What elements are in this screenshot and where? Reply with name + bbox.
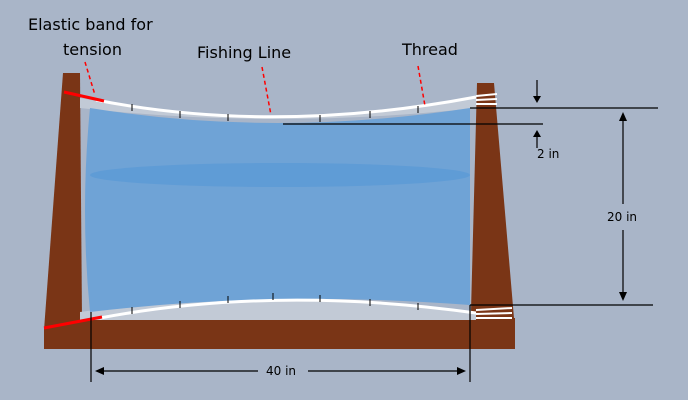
elastic-leader xyxy=(84,61,96,96)
frame-base xyxy=(44,318,515,349)
right-post-wraps xyxy=(475,93,513,319)
sag-dimension xyxy=(283,80,658,148)
wooden-frame xyxy=(44,73,515,349)
upper-thread-ties xyxy=(131,104,419,122)
width-dimension xyxy=(90,305,471,382)
lower-elastic-band xyxy=(43,315,103,330)
elastic-label-line2: tension xyxy=(63,40,122,59)
frame-right-post xyxy=(470,83,515,349)
elastic-label-line1: Elastic band for xyxy=(28,15,153,34)
frame-left-post xyxy=(44,73,82,349)
height-dimension xyxy=(470,112,653,306)
sag-dimension-label: 2 in xyxy=(537,147,559,161)
fishing-line-leader xyxy=(261,66,272,116)
width-dimension-label: 40 in xyxy=(266,364,296,378)
fabric-highlight xyxy=(90,163,470,187)
height-dimension-label: 20 in xyxy=(607,210,637,224)
thread-leader xyxy=(417,65,426,107)
fishing-line-label: Fishing Line xyxy=(197,43,291,62)
upper-fishing-line xyxy=(95,95,477,119)
lower-fishing-line xyxy=(99,298,477,320)
lower-thread-ties xyxy=(131,293,419,314)
thread-label: Thread xyxy=(401,40,458,59)
upper-elastic-band xyxy=(63,90,105,103)
fabric-panel xyxy=(85,108,470,312)
